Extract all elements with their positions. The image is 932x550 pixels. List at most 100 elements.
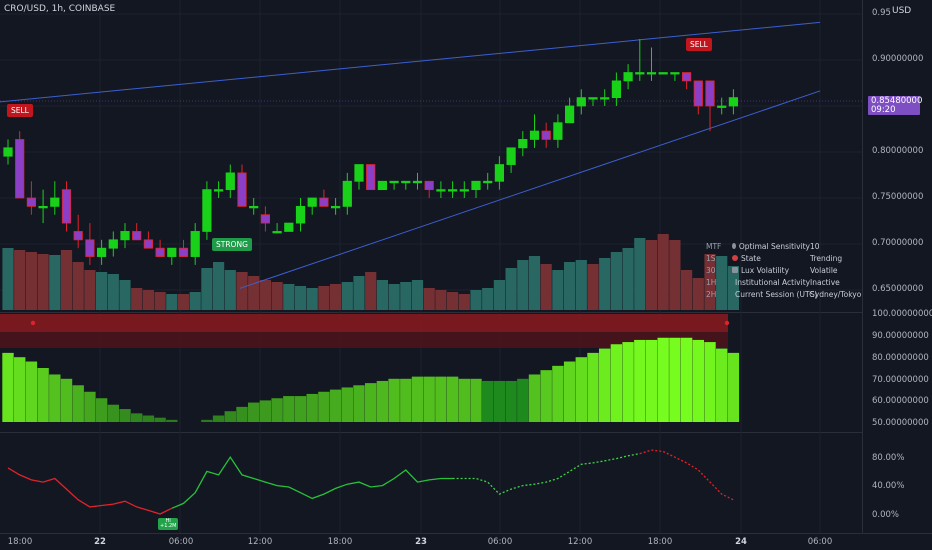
candle-body bbox=[424, 180, 434, 191]
candlesticks bbox=[3, 39, 739, 265]
oscillator-bar bbox=[212, 415, 225, 422]
sell-signal-left: SELL bbox=[7, 104, 33, 117]
volume-bar bbox=[353, 276, 365, 310]
candle-body bbox=[73, 231, 83, 241]
oscillator-bar bbox=[563, 361, 576, 422]
oscillator-bar bbox=[329, 389, 342, 422]
oscillator-bar bbox=[166, 419, 178, 422]
volume-bar bbox=[599, 258, 611, 310]
candle-body bbox=[705, 80, 715, 107]
band-dot bbox=[724, 320, 730, 326]
symbol-title[interactable]: CRO/USD, 1h, COINBASE bbox=[4, 4, 116, 14]
candle-body bbox=[436, 189, 446, 192]
oscillator-bar bbox=[259, 400, 272, 422]
volume-bar bbox=[259, 280, 271, 310]
volume-bar bbox=[166, 294, 178, 310]
candle-body bbox=[342, 180, 352, 207]
trend-lines bbox=[0, 21, 821, 289]
oscillator-bar bbox=[84, 391, 96, 422]
dashboard-label: Institutional Activity bbox=[735, 277, 811, 287]
price-axis-label-0: 0.95 bbox=[872, 8, 891, 18]
oscillator-bar bbox=[575, 357, 587, 422]
oscillator-bar bbox=[470, 378, 482, 422]
oscillator-histogram bbox=[2, 337, 740, 422]
time-axis-label-5: 23 bbox=[415, 537, 427, 547]
price-axis-label-6: 0.65000000 bbox=[872, 284, 924, 294]
volume-bar bbox=[727, 266, 739, 310]
candle-body bbox=[541, 130, 551, 140]
oscillator-band bbox=[0, 314, 730, 348]
volume-bar bbox=[84, 270, 96, 310]
oscillator-bar bbox=[716, 348, 728, 422]
candle-body bbox=[61, 189, 72, 224]
candle-body bbox=[693, 80, 703, 107]
upper-trendline bbox=[0, 21, 821, 103]
oscillator-bar bbox=[201, 419, 213, 422]
oscillator-bar bbox=[95, 398, 108, 422]
oscillator-bar bbox=[587, 352, 599, 422]
candle-body bbox=[249, 205, 259, 209]
volume-bar bbox=[131, 288, 143, 310]
oscillator-bar bbox=[2, 352, 14, 422]
volume-bar bbox=[435, 290, 447, 310]
candle-body bbox=[190, 231, 200, 257]
candle-body bbox=[167, 247, 177, 257]
sell-signal-right: SELL bbox=[686, 38, 712, 51]
volume-bar bbox=[482, 288, 494, 310]
oscillator-bar bbox=[72, 385, 84, 422]
volume-bar bbox=[657, 234, 669, 310]
oscillator-bar bbox=[248, 402, 260, 422]
oscillator-bar bbox=[119, 409, 131, 422]
volume-bar bbox=[376, 280, 388, 310]
candle-body bbox=[494, 164, 505, 182]
candle-body bbox=[529, 130, 540, 140]
volume-bar bbox=[470, 290, 482, 310]
pane-separator bbox=[0, 432, 862, 433]
candle-body bbox=[518, 139, 528, 149]
oscillator-bar bbox=[669, 337, 681, 422]
oscillator-bar bbox=[131, 413, 143, 422]
oscillator-bar bbox=[236, 406, 248, 422]
dashboard-value: Inactive bbox=[810, 277, 840, 287]
volume-bar bbox=[318, 286, 330, 310]
candle-body bbox=[412, 180, 423, 184]
candle-body bbox=[108, 239, 118, 249]
volume-bar bbox=[575, 260, 587, 310]
oscillator-bar bbox=[37, 368, 49, 422]
volume-bar bbox=[189, 292, 201, 310]
dashboard-row: MTF Optimal Sensitivity 10 bbox=[706, 240, 860, 252]
volume-bar bbox=[669, 240, 681, 310]
candle-body bbox=[132, 231, 142, 241]
price-axis-label-5: 0.70000000 bbox=[872, 238, 924, 248]
candle-body bbox=[483, 180, 493, 184]
oscillator-bar bbox=[692, 339, 704, 422]
volume-bar bbox=[248, 276, 260, 310]
oscillator-bar bbox=[528, 374, 541, 422]
dashboard-row: 1S State Trending bbox=[706, 252, 860, 264]
volume-bar bbox=[692, 278, 704, 310]
candle-body bbox=[366, 164, 376, 191]
dashboard-label: State bbox=[741, 253, 761, 263]
oscillator-bar bbox=[493, 380, 506, 422]
oscillator-bar bbox=[376, 380, 389, 422]
volume-bar bbox=[365, 272, 377, 310]
time-axis-border bbox=[0, 533, 932, 534]
volume-bar bbox=[704, 254, 716, 310]
oscillator-bar bbox=[599, 348, 611, 422]
candle-body bbox=[213, 189, 224, 192]
volume-bar bbox=[271, 282, 283, 310]
percent-line bbox=[7, 449, 734, 515]
volume-bar bbox=[587, 264, 599, 310]
time-axis-label-9: 24 bbox=[735, 537, 747, 547]
volume-bar bbox=[528, 256, 541, 310]
candle-body bbox=[15, 139, 25, 199]
volume-bar bbox=[96, 272, 108, 310]
osc-axis-label-1: 90.00000000 bbox=[872, 331, 929, 341]
dashboard-value: Sydney/Tokyo bbox=[810, 289, 862, 299]
candle-body bbox=[506, 147, 516, 165]
volume-bar bbox=[341, 282, 353, 310]
sensitivity-icon bbox=[732, 243, 736, 249]
